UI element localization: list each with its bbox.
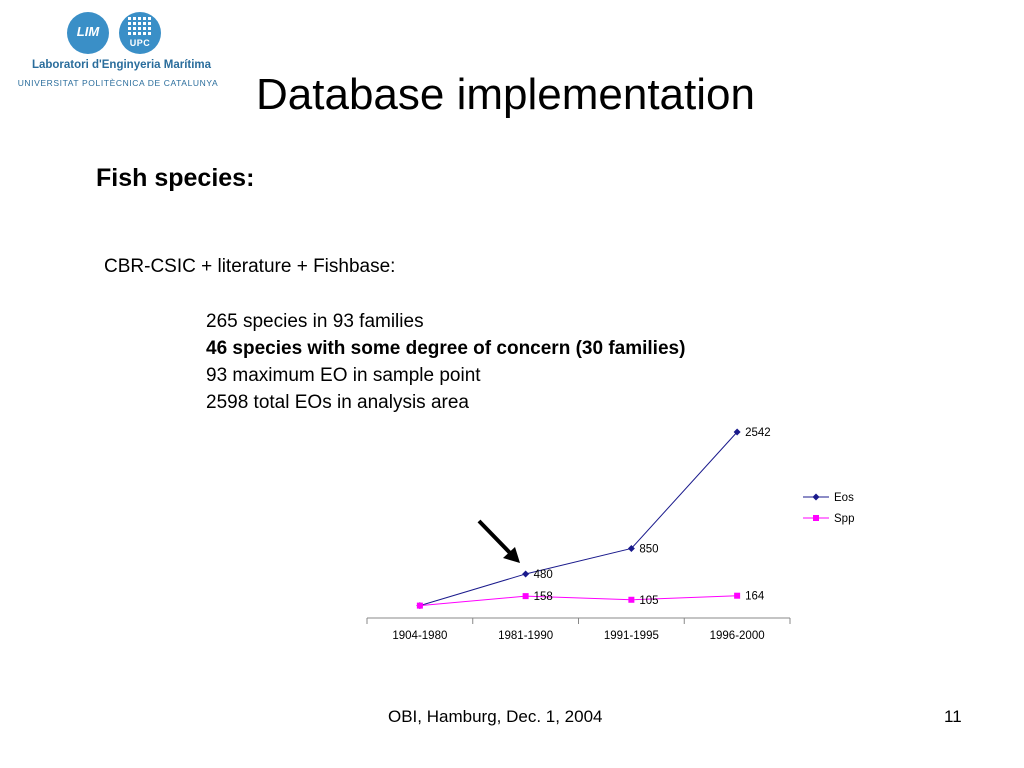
data-label-eos: 850 <box>639 543 658 555</box>
slide-title: Database implementation <box>256 70 755 119</box>
data-point-spp <box>522 593 529 600</box>
arrow-head-icon <box>503 547 520 563</box>
stat-item: 2598 total EOs in analysis area <box>206 392 469 413</box>
data-source-line: CBR-CSIC + literature + Fishbase: <box>104 256 396 277</box>
series-line-eos <box>419 431 738 607</box>
lab-name: Laboratori d'Enginyeria Marítima <box>31 59 212 71</box>
data-point-eos <box>627 544 635 552</box>
x-tick-label: 1996-2000 <box>710 630 765 642</box>
data-label-spp: 164 <box>745 591 765 603</box>
legend-marker <box>813 515 819 521</box>
logo-block: LIM UPC Laboratori d'Enginyeria Marítima… <box>0 0 240 95</box>
lim-logo: LIM <box>67 12 109 54</box>
data-label-eos: 480 <box>534 569 553 581</box>
series-line-spp <box>419 595 738 607</box>
footer-text: OBI, Hamburg, Dec. 1, 2004 <box>388 707 603 726</box>
data-point-spp <box>628 596 635 603</box>
legend-label: Spp <box>834 513 854 525</box>
data-label-spp: 105 <box>639 595 658 607</box>
arrow-shaft <box>477 519 514 557</box>
x-tick-label: 1904-1980 <box>392 630 447 642</box>
data-point-spp <box>734 592 741 599</box>
data-point-spp <box>416 602 423 609</box>
stat-item-highlight: 46 species with some degree of concern (… <box>206 338 686 359</box>
x-tick-label: 1991-1995 <box>604 630 659 642</box>
slide-subtitle: Fish species: <box>96 164 255 192</box>
stat-item: 93 maximum EO in sample point <box>206 365 481 386</box>
lim-logo-text: LIM <box>76 24 100 39</box>
stat-item: 265 species in 93 families <box>206 311 424 332</box>
page-number: 11 <box>944 707 962 726</box>
upc-logo: UPC <box>119 12 161 54</box>
data-label-spp: 158 <box>534 591 553 603</box>
data-label-eos: 2542 <box>745 427 771 439</box>
university-name: UNIVERSITAT POLITÈCNICA DE CATALUNYA <box>17 78 219 88</box>
data-point-eos <box>522 570 530 578</box>
data-point-eos <box>733 428 741 436</box>
legend-marker <box>812 493 820 501</box>
stats-list: 265 species in 93 families 46 species wi… <box>206 310 685 418</box>
upc-dots-icon <box>128 17 152 37</box>
legend-label: Eos <box>834 492 854 504</box>
upc-logo-text: UPC <box>129 38 151 48</box>
x-tick-label: 1981-1990 <box>498 630 553 642</box>
